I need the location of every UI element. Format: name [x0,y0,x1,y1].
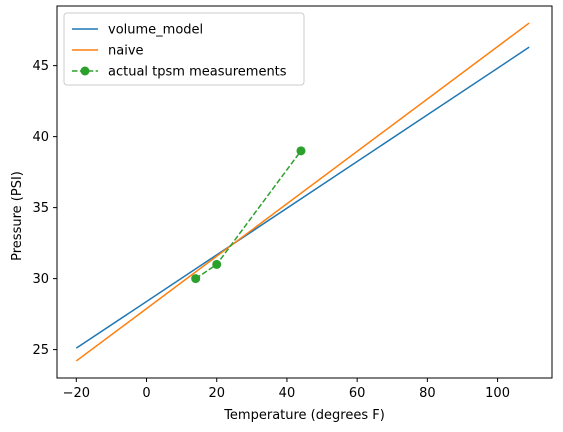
x-tick-label: 80 [419,386,436,401]
y-tick-label: 30 [32,272,49,287]
x-tick-label: −20 [63,386,90,401]
y-axis-label: Pressure (PSI) [10,171,25,261]
plot-area [75,22,530,362]
y-tick-label: 40 [32,130,49,145]
legend-label: actual tpsm measurements [108,65,287,80]
data-point [191,274,201,284]
series-line-0 [75,46,530,349]
y-tick-label: 25 [32,343,49,358]
x-tick-label: 0 [142,386,150,401]
data-point [296,146,306,156]
legend-box [63,12,305,86]
x-tick-label: 40 [279,386,296,401]
data-point [212,259,222,269]
x-tick-label: 60 [349,386,366,401]
legend-marker [80,66,90,76]
axes-frame [56,5,553,379]
x-tick-label: 20 [208,386,225,401]
y-tick-label: 45 [32,59,49,74]
y-tick-label: 35 [32,201,49,216]
series-group [75,22,530,362]
x-axis-label: Temperature (degrees F) [223,408,385,423]
axes: −20 0 20 40 60 80 100 25 30 35 40 45 [32,5,553,401]
legend-label: naive [108,44,144,59]
series-line-1 [75,22,530,362]
legend-label: volume_model [108,23,203,38]
x-tick-label: 100 [485,386,510,401]
